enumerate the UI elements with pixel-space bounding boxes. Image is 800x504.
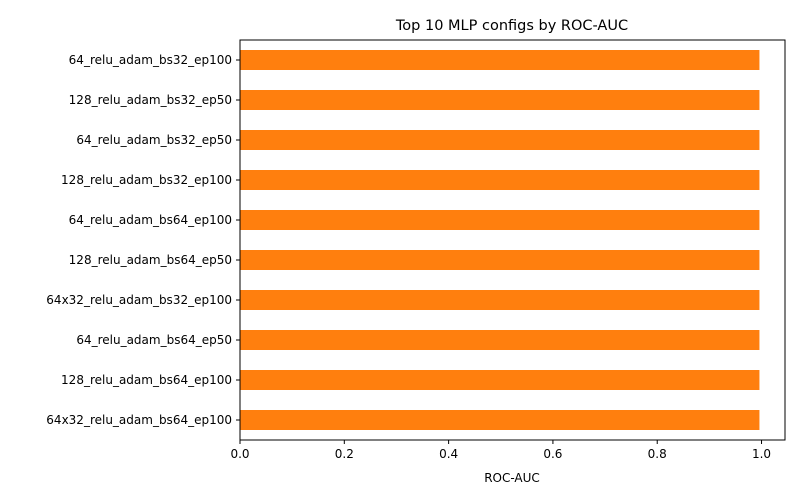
bar (240, 170, 760, 190)
x-axis-ticks: 0.0 0.2 0.4 0.6 0.8 1.0 (230, 440, 771, 461)
y-tick-label: 128_relu_adam_bs32_ep50 (69, 93, 232, 107)
y-tick-label: 64x32_relu_adam_bs32_ep100 (46, 293, 232, 307)
bars-group (240, 50, 760, 430)
y-tick-label: 128_relu_adam_bs32_ep100 (61, 173, 232, 187)
x-axis-label: ROC-AUC (484, 471, 540, 485)
y-tick-label: 128_relu_adam_bs64_ep100 (61, 373, 232, 387)
x-tick-label: 0.4 (439, 447, 458, 461)
bar (240, 410, 760, 430)
y-tick-label: 64_relu_adam_bs64_ep100 (69, 213, 232, 227)
x-tick-label: 0.8 (648, 447, 667, 461)
x-tick-label: 0.0 (230, 447, 249, 461)
x-tick-label: 0.6 (543, 447, 562, 461)
x-tick-label: 0.2 (335, 447, 354, 461)
bar (240, 130, 760, 150)
chart-title: Top 10 MLP configs by ROC-AUC (395, 18, 628, 34)
bar (240, 290, 760, 310)
plot-frame (239, 39, 786, 441)
bar (240, 50, 760, 70)
y-tick-label: 64_relu_adam_bs32_ep100 (69, 53, 232, 67)
bar (240, 370, 760, 390)
x-tick-label: 1.0 (752, 447, 771, 461)
y-tick-label: 128_relu_adam_bs64_ep50 (69, 253, 232, 267)
bar (240, 250, 760, 270)
bar (240, 90, 760, 110)
bar (240, 210, 760, 230)
bar (240, 330, 760, 350)
y-tick-label: 64x32_relu_adam_bs64_ep100 (46, 413, 232, 427)
y-tick-label: 64_relu_adam_bs32_ep50 (76, 133, 232, 147)
y-axis-ticks: 64_relu_adam_bs32_ep100 128_relu_adam_bs3… (46, 53, 240, 427)
y-tick-label: 64_relu_adam_bs64_ep50 (76, 333, 232, 347)
